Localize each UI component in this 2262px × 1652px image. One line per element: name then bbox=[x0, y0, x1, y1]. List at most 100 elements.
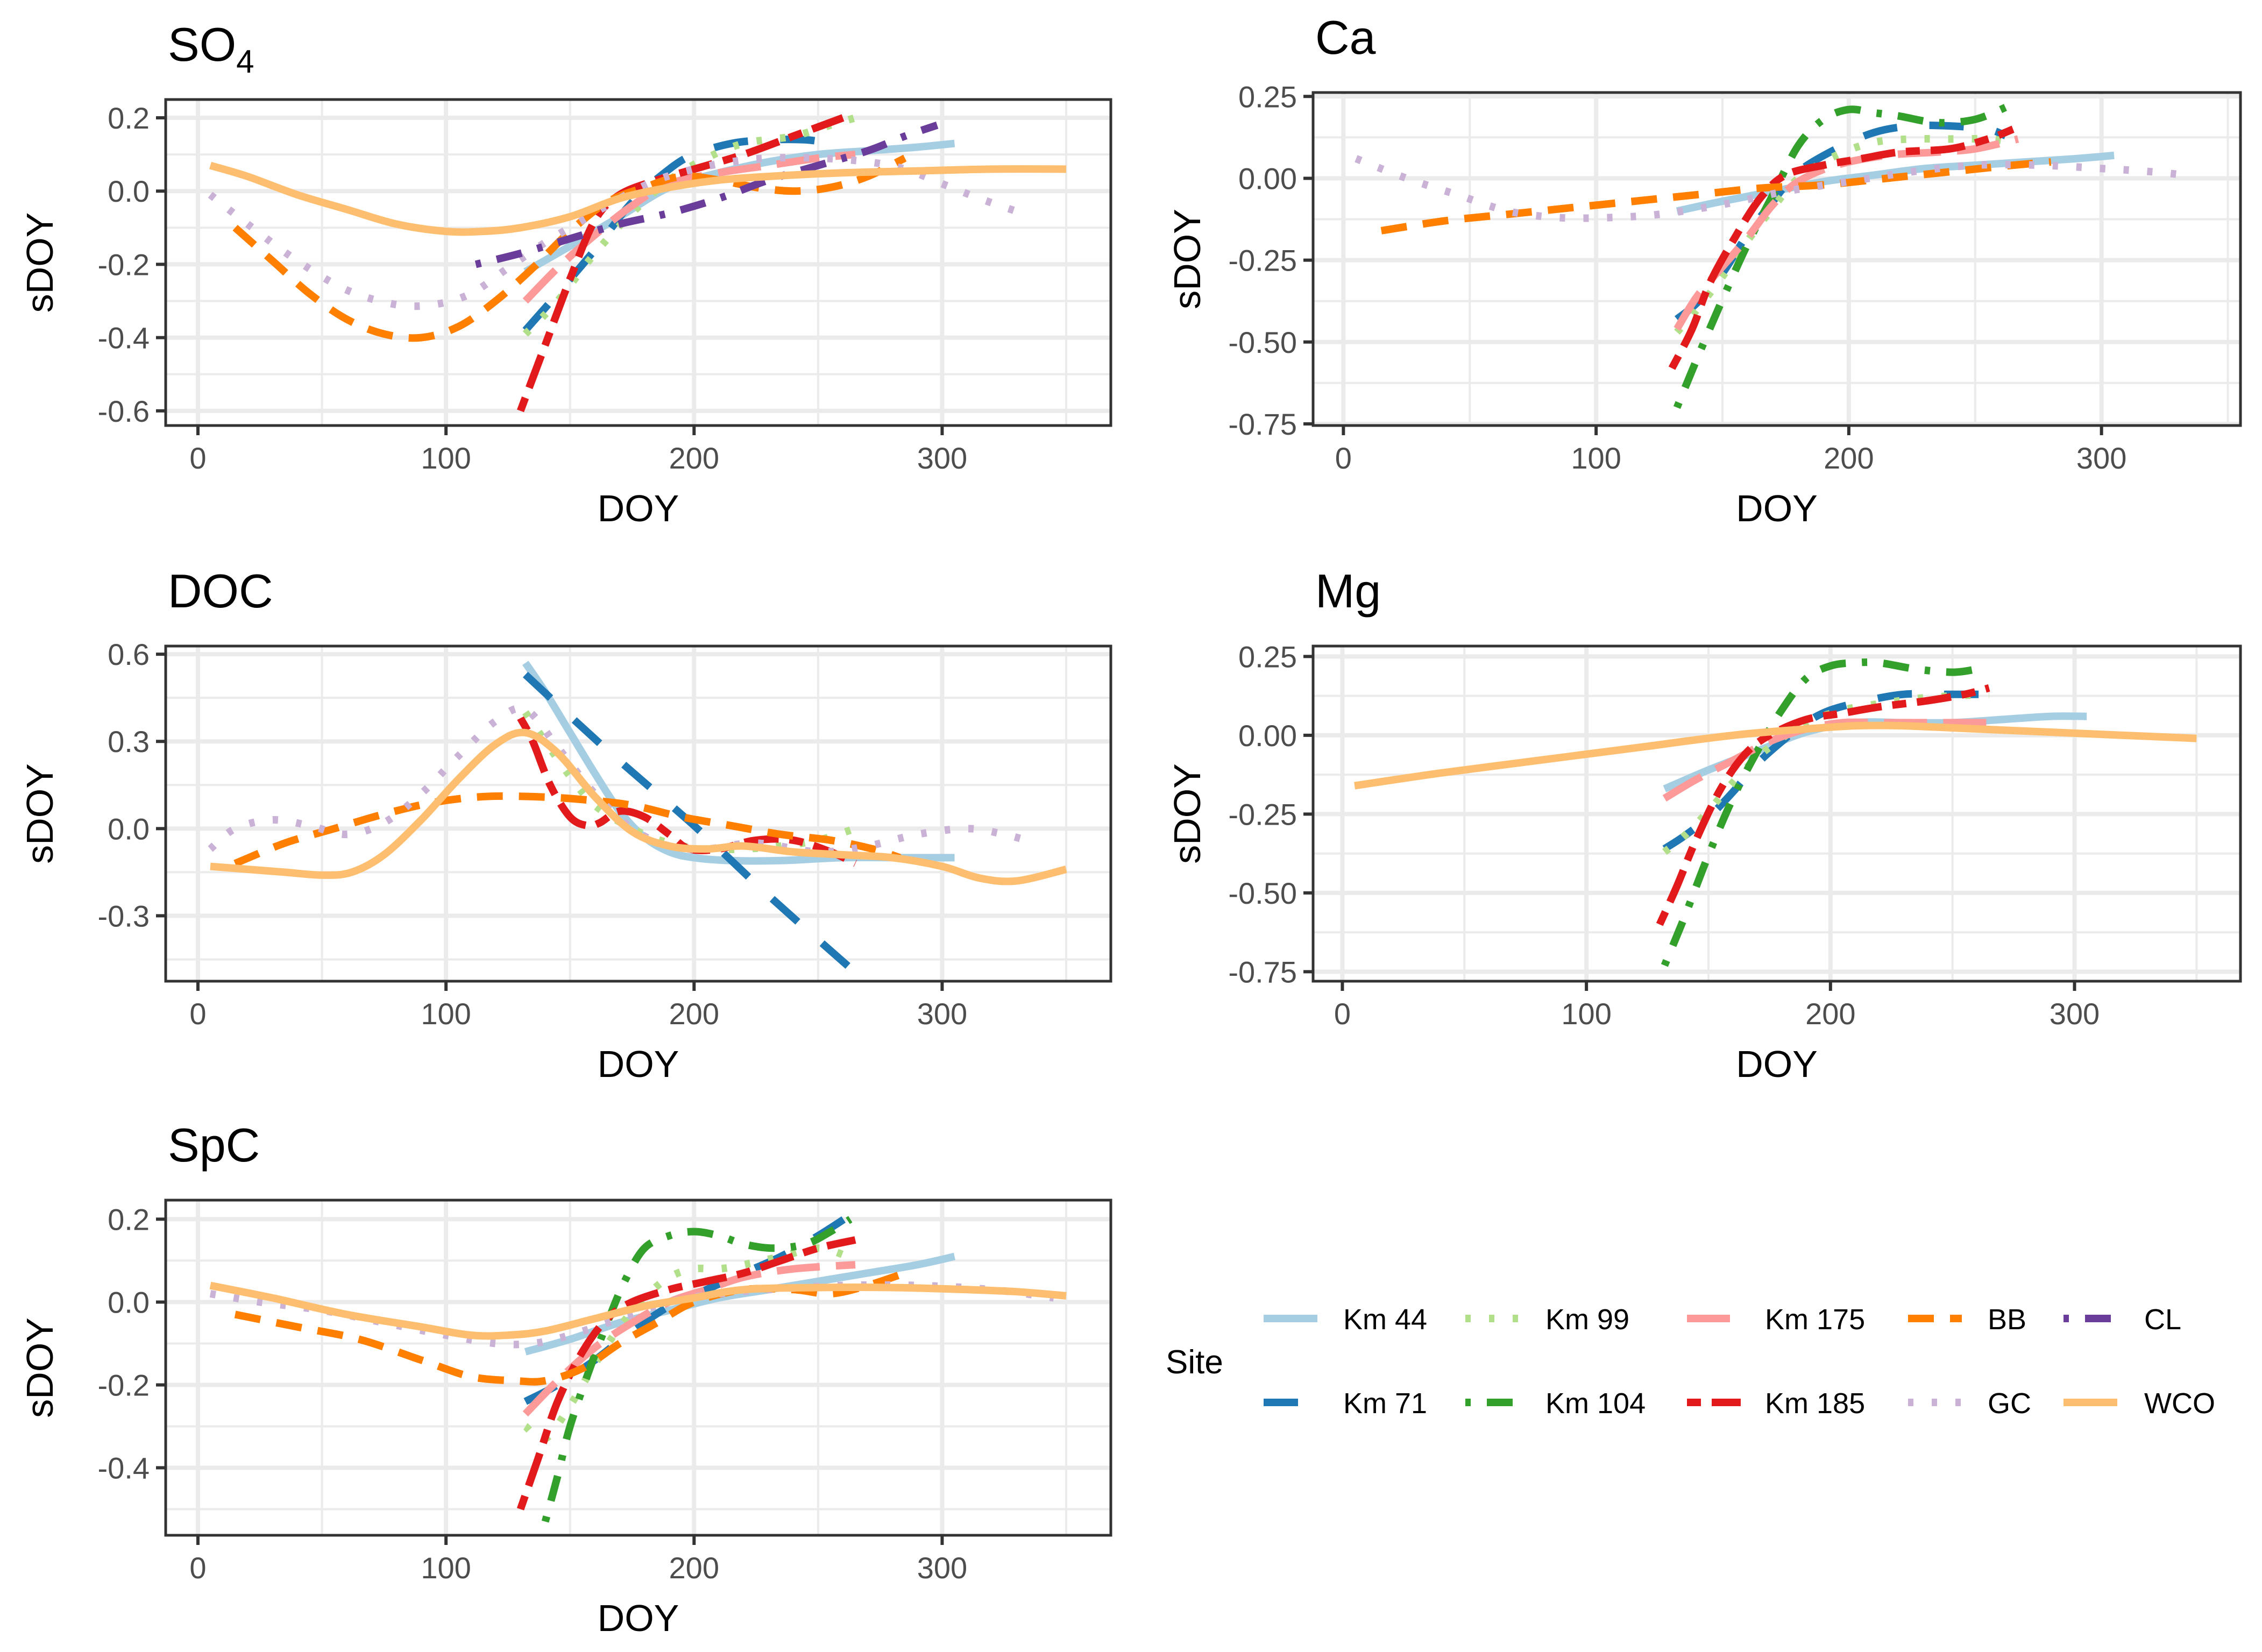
series-line-gc bbox=[208, 154, 1023, 310]
panel-border bbox=[164, 98, 1112, 427]
plot-area: 0 100 200 300 0.2 0.0 -0.2 -0.4 -0.6 bbox=[98, 98, 1112, 475]
series-line-km-71 bbox=[1674, 121, 2007, 322]
y-tick-label: 0.0 bbox=[108, 1285, 150, 1319]
panel-border bbox=[164, 644, 1112, 983]
legend-label: Km 104 bbox=[1545, 1387, 1646, 1420]
legend-label: Km 99 bbox=[1545, 1303, 1629, 1336]
x-tick-label: 300 bbox=[2076, 441, 2126, 475]
series-group bbox=[1355, 103, 2186, 409]
x-tick-label: 100 bbox=[421, 997, 471, 1031]
legend-label: Km 175 bbox=[1765, 1303, 1865, 1336]
x-tick-label: 300 bbox=[917, 997, 967, 1031]
y-tick-label: -0.4 bbox=[98, 1451, 150, 1485]
panel-title-so4: SO4 bbox=[168, 18, 254, 80]
plot-area: 0 100 200 300 0.25 0.00 -0.25 -0.50 -0.75 bbox=[1228, 640, 2242, 1031]
legend-label: Km 185 bbox=[1765, 1387, 1865, 1420]
series-line-km-71 bbox=[522, 671, 853, 971]
panel-title-mg: Mg bbox=[1315, 564, 1381, 618]
legend-item-km-71: Km 71 bbox=[1264, 1387, 1427, 1420]
y-tick-label: -0.3 bbox=[98, 899, 150, 933]
series-group bbox=[208, 661, 1067, 971]
series-line-km-44 bbox=[1676, 151, 2115, 215]
series-group bbox=[208, 114, 1067, 413]
y-tick-label: -0.2 bbox=[98, 1368, 150, 1402]
panel-ca: 0 100 200 300 0.25 0.00 -0.25 -0.50 -0.75 Ca DOY… bbox=[1166, 11, 2242, 529]
series-line-km-185 bbox=[516, 1236, 856, 1511]
panel-so4: 0 100 200 300 0.2 0.0 -0.2 -0.4 -0.6 SO4 DOY sDO… bbox=[19, 18, 1112, 529]
y-tick-label: -0.25 bbox=[1228, 244, 1297, 278]
x-tick-label: 100 bbox=[1561, 997, 1611, 1031]
legend-item-km-44: Km 44 bbox=[1264, 1303, 1427, 1336]
y-axis-title: sDOY bbox=[1166, 763, 1208, 864]
legend-label: WCO bbox=[2144, 1387, 2215, 1420]
x-axis-title: DOY bbox=[1736, 487, 1818, 529]
series-line-km-185 bbox=[1668, 125, 2015, 370]
legend-item-km-175: Km 175 bbox=[1687, 1303, 1865, 1336]
x-tick-label: 0 bbox=[189, 997, 206, 1031]
x-tick-label: 200 bbox=[1805, 997, 1855, 1031]
panel-title-doc: DOC bbox=[168, 564, 273, 618]
y-tick-label: 0.2 bbox=[108, 1202, 150, 1236]
legend-item-km-99: Km 99 bbox=[1465, 1303, 1629, 1336]
series-line-km-99 bbox=[522, 114, 857, 337]
legend-item-wco: WCO bbox=[2064, 1387, 2215, 1420]
x-axis-title: DOY bbox=[598, 487, 679, 529]
y-tick-label: 0.3 bbox=[108, 725, 150, 758]
legend-item-cl: CL bbox=[2064, 1303, 2181, 1336]
series-line-km-185 bbox=[517, 716, 857, 867]
x-tick-label: 200 bbox=[669, 441, 719, 475]
legend-label: BB bbox=[1988, 1303, 2026, 1336]
x-tick-label: 300 bbox=[2050, 997, 2100, 1031]
y-tick-label: -0.2 bbox=[98, 247, 150, 281]
y-tick-label: 0.25 bbox=[1238, 80, 1297, 114]
y-tick-label: 0.00 bbox=[1238, 161, 1297, 195]
series-line-gc bbox=[1355, 155, 2186, 222]
y-axis-title: sDOY bbox=[19, 763, 61, 864]
panel-border bbox=[164, 1199, 1112, 1537]
title-subscript: 4 bbox=[236, 44, 254, 80]
panel-mg: 0 100 200 300 0.25 0.00 -0.25 -0.50 -0.75 Mg DOY… bbox=[1166, 564, 2242, 1085]
y-axis-title: sDOY bbox=[19, 1317, 61, 1418]
legend: Site Km 44 Km 99 Km 175 BB CL Km 71 Km 104 Km 1… bbox=[1166, 1303, 2215, 1420]
panel-title-spc: SpC bbox=[168, 1118, 260, 1172]
y-tick-label: -0.75 bbox=[1228, 407, 1297, 441]
x-tick-label: 200 bbox=[1824, 441, 1874, 475]
y-tick-label: 0.0 bbox=[108, 174, 150, 208]
legend-title: Site bbox=[1166, 1344, 1223, 1381]
y-tick-label: 0.25 bbox=[1238, 640, 1297, 673]
y-tick-label: -0.6 bbox=[98, 394, 150, 428]
x-tick-label: 0 bbox=[189, 441, 206, 475]
series-line-wco bbox=[1354, 721, 2197, 790]
series-group bbox=[1354, 658, 2197, 967]
x-axis-title: DOY bbox=[598, 1597, 679, 1639]
legend-label: Km 71 bbox=[1343, 1387, 1427, 1420]
x-axis-title: DOY bbox=[598, 1043, 679, 1085]
y-tick-label: -0.25 bbox=[1228, 797, 1297, 831]
series-group bbox=[209, 1211, 1067, 1523]
plot-area: 0 100 200 300 0.6 0.3 0.0 -0.3 bbox=[98, 637, 1112, 1031]
series-line-cl bbox=[474, 122, 939, 268]
legend-item-km-104: Km 104 bbox=[1465, 1387, 1646, 1420]
plot-area: 0 100 200 300 0.2 0.0 -0.2 -0.4 bbox=[98, 1199, 1112, 1585]
series-line-bb bbox=[1380, 158, 2052, 235]
y-tick-label: 0.2 bbox=[108, 101, 150, 135]
legend-item-bb: BB bbox=[1908, 1303, 2026, 1336]
x-tick-label: 0 bbox=[1335, 441, 1352, 475]
x-tick-label: 100 bbox=[421, 441, 471, 475]
panel-doc: 0 100 200 300 0.6 0.3 0.0 -0.3 DOC DOY sDOY bbox=[19, 564, 1112, 1085]
legend-label: Km 44 bbox=[1343, 1303, 1427, 1336]
x-tick-label: 200 bbox=[669, 1551, 719, 1585]
x-tick-label: 200 bbox=[669, 997, 719, 1031]
legend-item-km-185: Km 185 bbox=[1687, 1387, 1865, 1420]
y-tick-label: 0.0 bbox=[108, 812, 150, 846]
x-tick-label: 300 bbox=[917, 1551, 967, 1585]
x-tick-label: 100 bbox=[421, 1551, 471, 1585]
y-tick-label: -0.75 bbox=[1228, 955, 1297, 989]
series-line-km-104 bbox=[541, 1216, 853, 1523]
y-tick-label: -0.50 bbox=[1228, 325, 1297, 359]
series-line-km-104 bbox=[1661, 658, 1978, 967]
plot-area: 0 100 200 300 0.25 0.00 -0.25 -0.50 -0.75 bbox=[1228, 80, 2242, 475]
x-tick-label: 0 bbox=[189, 1551, 206, 1585]
legend-label: CL bbox=[2144, 1303, 2181, 1336]
